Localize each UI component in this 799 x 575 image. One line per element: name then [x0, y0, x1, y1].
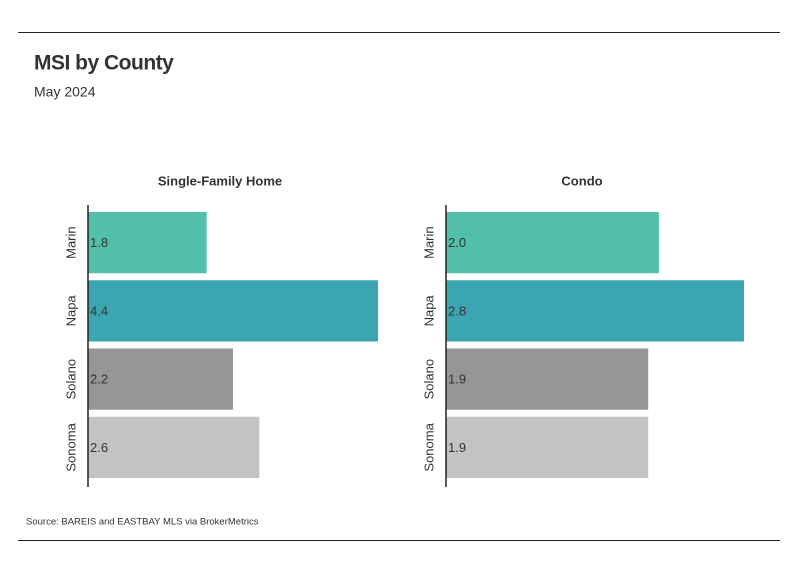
category-label: Napa	[63, 295, 78, 327]
bar	[88, 348, 233, 410]
page-subtitle: May 2024	[34, 84, 96, 100]
category-label: Solano	[421, 359, 436, 399]
bar	[446, 212, 659, 274]
value-label: 2.0	[448, 235, 466, 250]
bar	[88, 212, 207, 274]
value-label: 2.8	[448, 303, 466, 318]
bar	[446, 416, 649, 478]
value-label: 1.9	[448, 372, 466, 387]
value-label: 1.8	[90, 235, 108, 250]
bar	[446, 280, 744, 342]
bar	[88, 280, 378, 342]
value-label: 4.4	[90, 303, 108, 318]
source-note: Source: BAREIS and EASTBAY MLS via Broke…	[26, 517, 259, 528]
page-title: MSI by County	[34, 52, 174, 75]
value-label: 2.2	[90, 372, 108, 387]
value-label: 1.9	[448, 440, 466, 455]
category-label: Sonoma	[421, 422, 436, 471]
category-label: Napa	[421, 295, 436, 327]
bar	[88, 416, 260, 478]
category-label: Solano	[63, 359, 78, 399]
category-label: Marin	[63, 226, 78, 259]
value-label: 2.6	[90, 440, 108, 455]
panel-title: Condo	[561, 173, 602, 188]
category-label: Sonoma	[63, 422, 78, 471]
category-label: Marin	[421, 226, 436, 259]
bar	[446, 348, 649, 410]
panel-title: Single-Family Home	[158, 173, 282, 188]
